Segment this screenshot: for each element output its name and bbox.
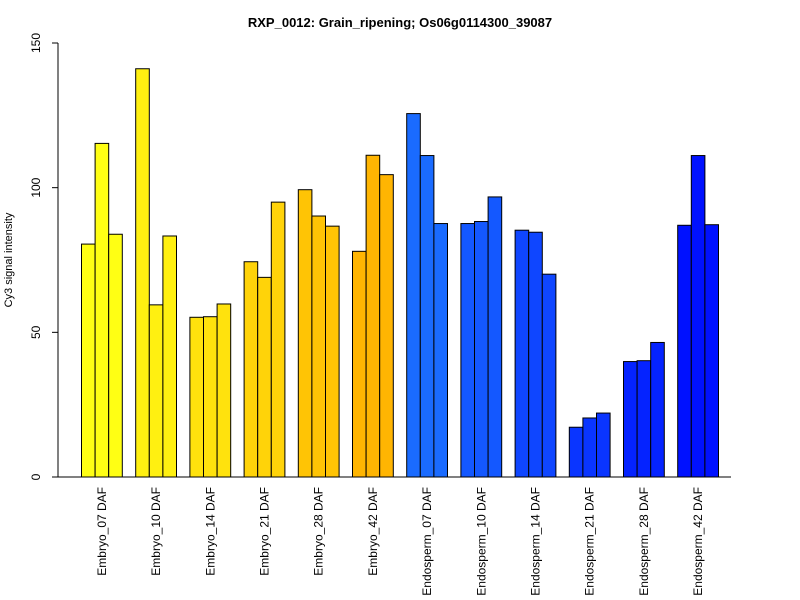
bar (528, 231, 543, 478)
category-label: Endosperm_28 DAF (637, 487, 651, 596)
bar (568, 426, 584, 478)
bar (690, 155, 706, 478)
category-label: Embryo_28 DAF (312, 487, 326, 576)
bar (108, 233, 123, 478)
category-label: Embryo_42 DAF (366, 487, 380, 576)
bar (623, 361, 638, 478)
bar (419, 155, 435, 478)
y-tick-label: 50 (29, 325, 43, 339)
bar (541, 273, 557, 478)
bar (406, 113, 421, 478)
category-label: Embryo_07 DAF (95, 487, 109, 576)
bar (379, 174, 394, 478)
y-tick-label: 150 (29, 33, 43, 53)
bar (81, 243, 96, 478)
bar (582, 417, 598, 478)
bar (677, 224, 692, 478)
bar (460, 223, 475, 478)
category-label: Embryo_14 DAF (203, 487, 217, 576)
category-label: Embryo_21 DAF (258, 487, 272, 576)
bar (94, 142, 110, 478)
chart-title: RXP_0012: Grain_ripening; Os06g0114300_3… (248, 15, 552, 30)
bar (257, 276, 272, 478)
bar (365, 154, 381, 478)
category-label: Endosperm_07 DAF (420, 487, 434, 596)
y-tick-label: 0 (29, 473, 43, 480)
bar (311, 215, 326, 478)
bar (270, 201, 286, 478)
bar (325, 225, 340, 478)
category-labels: Embryo_07 DAF Embryo_10 DAF Embryo_14 DAF E… (95, 487, 705, 596)
category-label: Endosperm_10 DAF (474, 487, 488, 596)
category-label: Embryo_10 DAF (149, 487, 163, 576)
bar (487, 196, 503, 478)
bars (81, 68, 720, 478)
bar (704, 224, 720, 478)
bar (297, 189, 313, 478)
y-ticks: 0 50 100 150 (29, 33, 58, 480)
bar (474, 221, 489, 478)
bar (189, 316, 204, 478)
bar (203, 316, 218, 478)
bar (162, 235, 177, 478)
y-tick-label: 100 (29, 177, 43, 197)
y-axis-label: Cy3 signal intensity (3, 212, 15, 307)
bar (216, 303, 232, 478)
bar (135, 68, 150, 478)
category-label: Endosperm_14 DAF (529, 487, 543, 596)
bar (433, 223, 448, 478)
bar (514, 229, 530, 478)
category-label: Endosperm_42 DAF (691, 487, 705, 596)
bar (636, 360, 652, 478)
bar (243, 261, 259, 478)
bar (352, 250, 367, 478)
bar (596, 412, 611, 478)
bar (650, 341, 665, 478)
bar (148, 304, 164, 478)
category-label: Endosperm_21 DAF (583, 487, 597, 596)
